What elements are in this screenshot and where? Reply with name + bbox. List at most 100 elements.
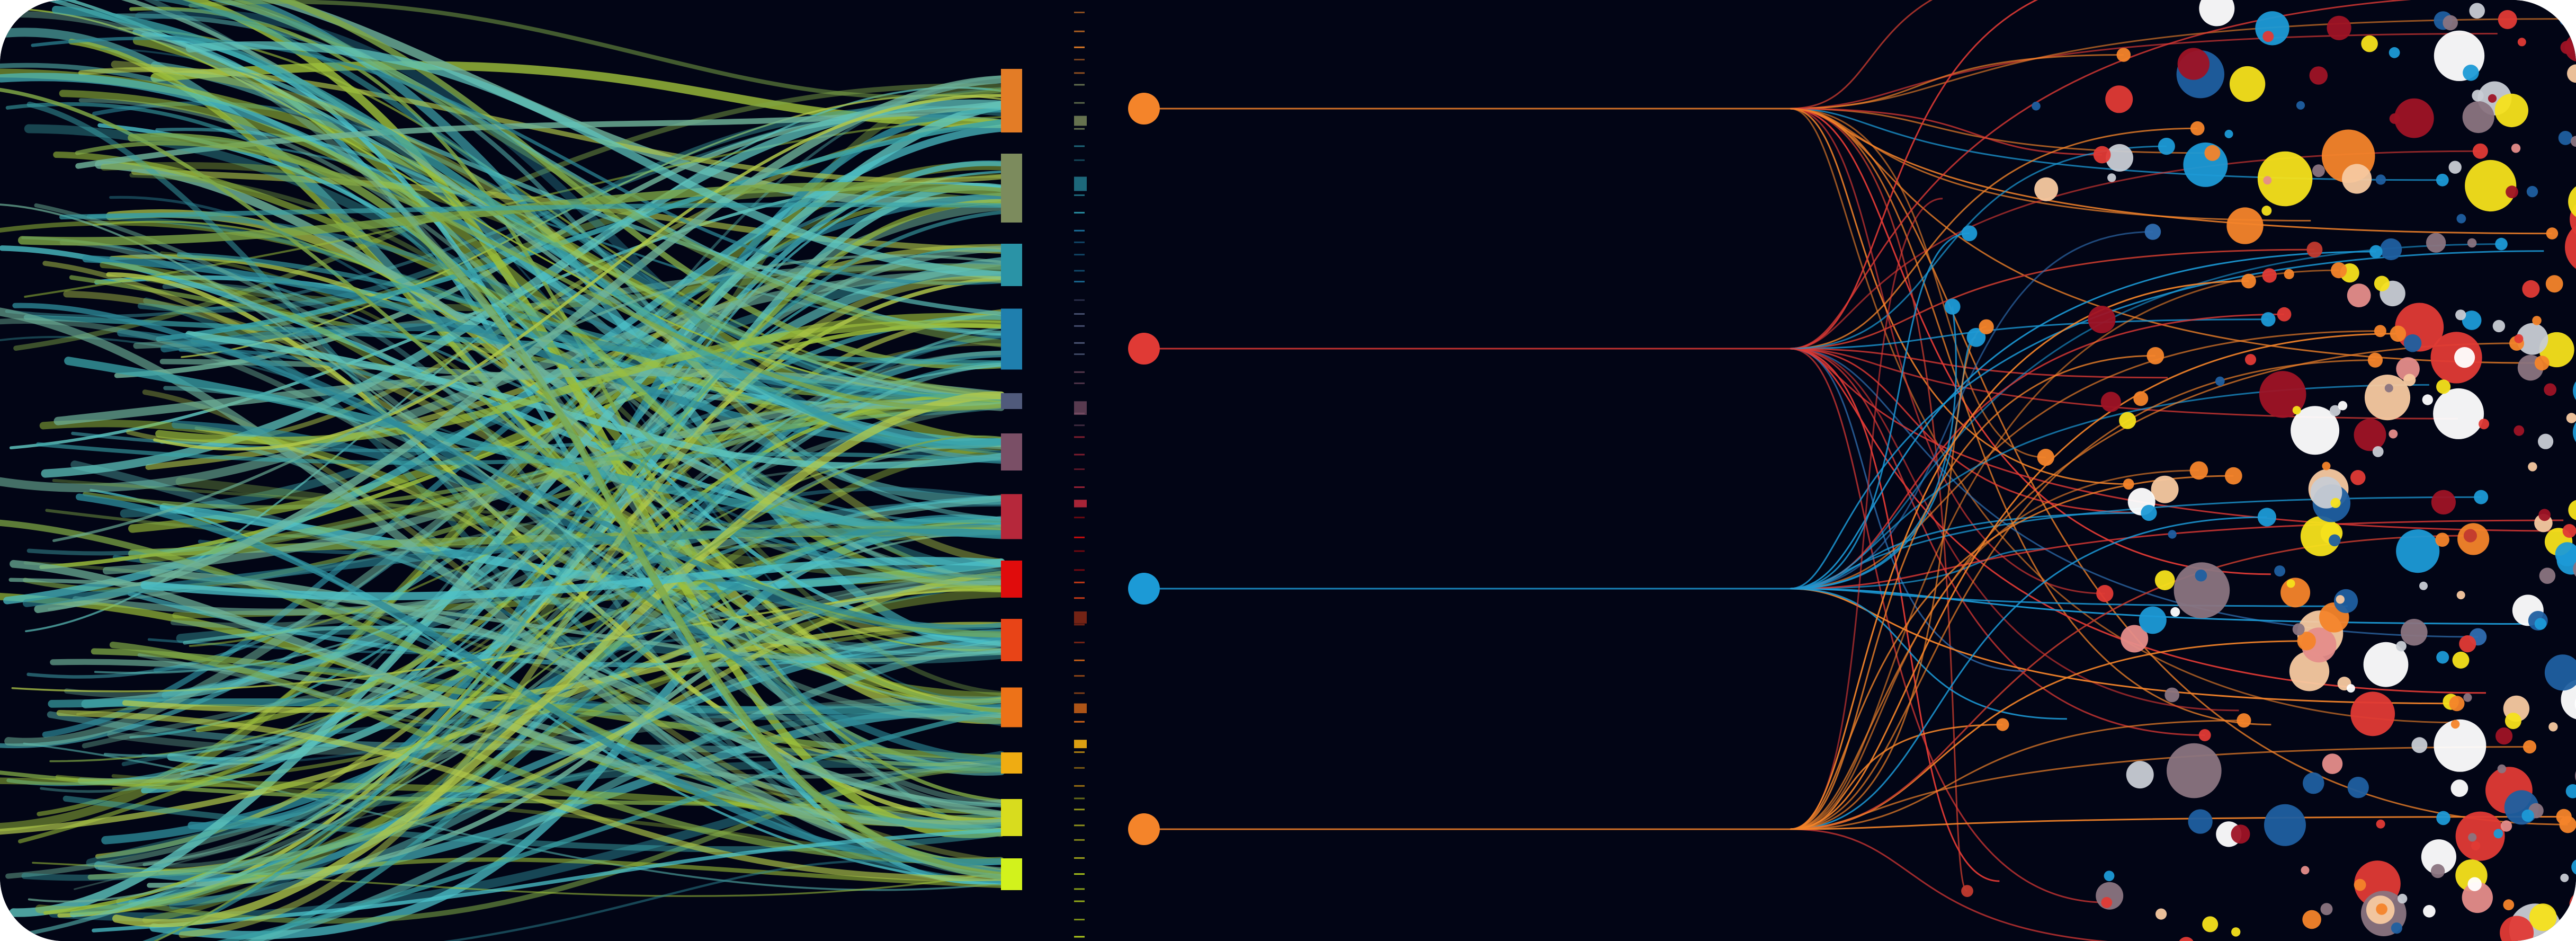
branch-line	[1790, 720, 2244, 830]
data-dot	[2350, 691, 2395, 736]
data-dot	[2396, 641, 2407, 652]
branch-line	[1790, 548, 2047, 590]
flow-strand	[160, 323, 1005, 404]
flow-strand	[142, 210, 1003, 941]
data-dot	[2361, 35, 2378, 52]
category-bar	[1001, 154, 1022, 223]
branch-line	[1790, 54, 2124, 110]
data-dot	[2434, 719, 2486, 772]
flow-strand	[21, 712, 1004, 881]
data-dot	[2329, 405, 2341, 416]
data-dot	[2100, 392, 2121, 412]
data-dot	[2450, 720, 2460, 729]
data-dot	[2389, 113, 2400, 124]
data-dot	[2538, 509, 2551, 521]
tick-mark	[1074, 785, 1085, 787]
data-dot	[2376, 819, 2385, 829]
data-dot	[2274, 565, 2286, 577]
data-dot	[2107, 173, 2116, 182]
flow-strand	[71, 400, 1003, 452]
tick-mark	[1074, 254, 1085, 256]
flow-strand	[36, 442, 1003, 465]
data-dot	[2350, 470, 2366, 485]
data-dot	[2389, 429, 2398, 439]
data-dot	[2496, 727, 2513, 745]
flow-strand	[109, 641, 1005, 864]
data-dot	[2557, 925, 2566, 934]
flow-strand	[18, 519, 1003, 844]
branch-line	[1790, 816, 2564, 830]
flow-strand	[39, 323, 1003, 570]
branch-line	[1790, 330, 2381, 590]
data-dot	[2346, 684, 2355, 693]
flow-strand	[142, 445, 1003, 866]
data-dot	[2452, 651, 2470, 669]
data-dot	[2459, 635, 2476, 653]
tick-mark	[1074, 211, 1085, 214]
data-dot	[2151, 475, 2179, 503]
tick-mark	[1074, 839, 1085, 841]
strand-bundle	[0, 0, 1006, 941]
tick-mark	[1074, 468, 1085, 470]
data-dot	[2472, 90, 2484, 102]
data-dot	[2170, 607, 2180, 617]
data-dot	[2380, 238, 2402, 261]
data-dot	[2474, 490, 2489, 504]
branch-line	[1790, 108, 2271, 726]
data-dot	[2292, 623, 2305, 636]
data-dot	[2426, 233, 2446, 253]
data-dot	[2403, 374, 2416, 386]
data-dot	[2231, 824, 2250, 844]
tick-mark	[1074, 325, 1085, 327]
data-dot	[2436, 173, 2449, 187]
tick-mark	[1074, 919, 1085, 921]
branch-line	[1790, 0, 1933, 110]
data-dot	[2556, 809, 2572, 825]
data-dot	[2500, 820, 2512, 832]
data-dot	[2237, 713, 2251, 728]
data-dot	[2529, 903, 2557, 931]
flow-strand	[64, 357, 1005, 539]
data-dot	[2506, 185, 2518, 199]
tick-mark	[1074, 424, 1085, 427]
flow-strand	[103, 326, 1003, 757]
data-dot	[2401, 619, 2428, 646]
data-dot	[2522, 280, 2540, 298]
flow-strand	[216, 708, 1004, 941]
data-dot	[2215, 376, 2225, 386]
data-dot	[2226, 207, 2264, 244]
branch-line	[1790, 108, 2129, 485]
tick-mark	[1074, 857, 1085, 859]
flow-strand	[92, 220, 1002, 651]
tick-mark	[1074, 873, 1085, 875]
data-dot	[2462, 101, 2494, 134]
data-dot	[2179, 937, 2194, 941]
data-dot	[2565, 784, 2576, 798]
data-dot	[2322, 753, 2343, 774]
data-dot	[2292, 406, 2301, 415]
data-dot	[2367, 352, 2383, 368]
data-dot	[2376, 903, 2387, 915]
category-bar	[1001, 619, 1022, 661]
data-dot	[2166, 743, 2222, 798]
data-dot	[2573, 381, 2576, 401]
tick-mark	[1074, 116, 1087, 126]
data-dot	[2514, 425, 2525, 436]
hub-node	[1128, 333, 1160, 365]
branch-line	[1790, 251, 2376, 590]
data-dot	[2389, 47, 2400, 58]
data-dot	[2448, 161, 2462, 174]
branch-line	[1790, 127, 2198, 350]
data-dot	[2202, 916, 2219, 933]
branch-line	[1790, 108, 2103, 156]
branch-line	[1790, 348, 2000, 882]
data-dot	[2455, 309, 2466, 321]
data-dot	[2259, 371, 2306, 418]
data-dot	[2106, 144, 2133, 172]
data-dot	[2570, 136, 2576, 147]
data-dot	[2467, 877, 2482, 891]
data-dot	[2494, 93, 2528, 128]
flow-strand	[122, 622, 1004, 713]
data-dot	[2390, 325, 2407, 342]
